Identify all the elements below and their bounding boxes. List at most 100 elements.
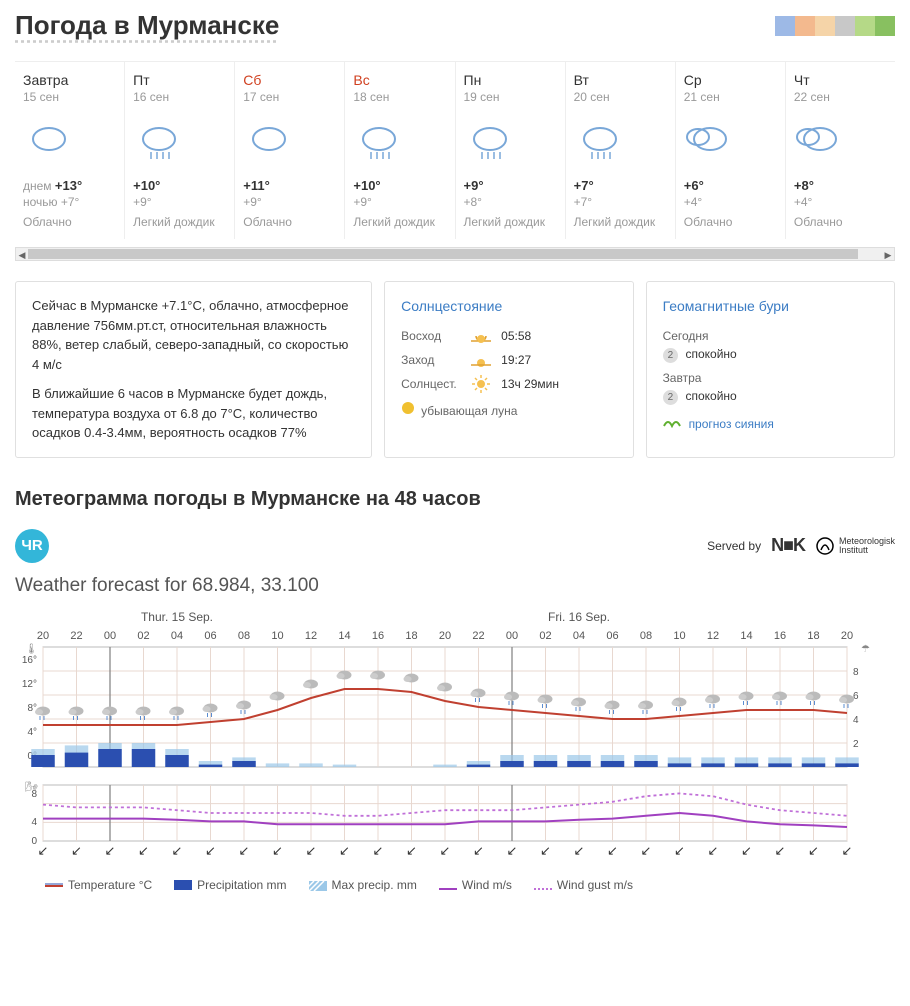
- svg-text:08: 08: [238, 630, 250, 642]
- svg-text:4: 4: [853, 715, 859, 726]
- svg-text:16°: 16°: [22, 655, 37, 666]
- svg-text:↙: ↙: [641, 843, 652, 858]
- day-name: Вт: [574, 72, 667, 88]
- scroll-thumb[interactable]: [28, 249, 858, 259]
- svg-text:↙: ↙: [473, 843, 484, 858]
- svg-text:22: 22: [70, 630, 82, 642]
- day-name: Пт: [133, 72, 226, 88]
- day-condition: Легкий дождик: [133, 215, 226, 229]
- svg-text:06: 06: [204, 630, 216, 642]
- day-col[interactable]: Чт22 сен+8°+4°Облачно: [786, 62, 895, 239]
- svg-text:04: 04: [573, 630, 585, 642]
- day-condition: Легкий дождик: [353, 215, 446, 229]
- svg-text:4: 4: [31, 817, 37, 828]
- day-date: 17 сен: [243, 90, 336, 104]
- svg-text:22: 22: [472, 630, 484, 642]
- svg-text:↙: ↙: [406, 843, 417, 858]
- meteogram-chart: Thur. 15 Sep.Fri. 16 Sep.202200020406081…: [15, 607, 895, 868]
- svg-text:6: 6: [853, 691, 859, 702]
- svg-text:↙: ↙: [205, 843, 216, 858]
- geo-today-badge: 2: [663, 348, 679, 363]
- daylength-value: 13ч 29мин: [501, 375, 559, 393]
- day-name: Пн: [464, 72, 557, 88]
- svg-text:00: 00: [104, 630, 116, 642]
- svg-text:🌬: 🌬: [25, 781, 38, 793]
- svg-text:↙: ↙: [708, 843, 719, 858]
- geomagnetic-panel: Геомагнитные бури Сегодня 2 спокойно Зав…: [646, 281, 895, 458]
- day-name: Завтра: [23, 72, 116, 88]
- aurora-forecast-link[interactable]: прогноз сияния: [663, 415, 878, 433]
- day-condition: Облачно: [243, 215, 336, 229]
- svg-text:↙: ↙: [373, 843, 384, 858]
- svg-text:8: 8: [853, 667, 859, 678]
- svg-text:18: 18: [405, 630, 417, 642]
- day-date: 21 сен: [684, 90, 777, 104]
- day-condition: Облачно: [684, 215, 777, 229]
- day-col[interactable]: Ср21 сен+6°+4°Облачно: [676, 62, 786, 239]
- sunset-icon: [469, 352, 493, 368]
- svg-text:00: 00: [506, 630, 518, 642]
- day-col[interactable]: Пт16 сен+10°+9°Легкий дождик: [125, 62, 235, 239]
- day-col[interactable]: Сб17 сен+11°+9°Облачно: [235, 62, 345, 239]
- svg-text:↙: ↙: [138, 843, 149, 858]
- day-condition: Легкий дождик: [464, 215, 557, 229]
- geo-tomorrow-badge: 2: [663, 390, 679, 405]
- day-col[interactable]: Завтра15 сенднем +13°ночью +7°Облачно: [15, 62, 125, 239]
- geo-title: Геомагнитные бури: [663, 296, 878, 317]
- sun-title: Солнцестояние: [401, 296, 616, 317]
- scroll-right-arrow[interactable]: ▶: [882, 249, 894, 261]
- sunrise-label: Восход: [401, 327, 461, 345]
- svg-text:02: 02: [539, 630, 551, 642]
- day-date: 16 сен: [133, 90, 226, 104]
- moon-icon: [401, 401, 415, 420]
- svg-text:↙: ↙: [272, 843, 283, 858]
- chart-legend: Temperature °C Precipitation mm Max prec…: [15, 878, 895, 892]
- weather-icon: [464, 116, 557, 166]
- horizontal-scrollbar[interactable]: ◀ ▶: [15, 247, 895, 261]
- svg-text:4°: 4°: [27, 727, 37, 738]
- forecast-row: Завтра15 сенднем +13°ночью +7°Облачно Пт 1…: [15, 61, 895, 239]
- moon-phase: убывающая луна: [421, 402, 517, 420]
- weather-icon: [794, 116, 887, 166]
- served-by: Served by N■K MeteorologiskInstitutt: [707, 535, 895, 556]
- svg-text:20: 20: [37, 630, 49, 642]
- svg-text:↙: ↙: [741, 843, 752, 858]
- weather-icon: [574, 116, 667, 166]
- sun-panel: Солнцестояние Восход 05:58 Заход 19:27 С…: [384, 281, 633, 458]
- now-text-2: В ближайшие 6 часов в Мурманске будет до…: [32, 384, 355, 443]
- day-date: 18 сен: [353, 90, 446, 104]
- svg-text:18: 18: [807, 630, 819, 642]
- svg-text:☂: ☂: [861, 644, 870, 655]
- weather-icon: [684, 116, 777, 166]
- chart-title: Weather forecast for 68.984, 33.100: [15, 575, 895, 597]
- svg-text:🌡: 🌡: [25, 643, 38, 655]
- scroll-left-arrow[interactable]: ◀: [16, 249, 28, 261]
- current-weather-panel: Сейчас в Мурманске +7.1°C, облачно, атмо…: [15, 281, 372, 458]
- svg-text:↙: ↙: [674, 843, 685, 858]
- svg-text:↙: ↙: [507, 843, 518, 858]
- geo-tomorrow-value: спокойно: [685, 389, 736, 403]
- sun-icon: [469, 376, 493, 392]
- svg-text:2: 2: [853, 739, 859, 750]
- svg-text:↙: ↙: [339, 843, 350, 858]
- day-col[interactable]: Пн19 сен+9°+8°Легкий дождик: [456, 62, 566, 239]
- svg-text:↙: ↙: [842, 843, 853, 858]
- svg-text:Thur. 15 Sep.: Thur. 15 Sep.: [141, 610, 213, 624]
- day-col[interactable]: Вт20 сен+7°+7°Легкий дождик: [566, 62, 676, 239]
- svg-text:12°: 12°: [22, 679, 37, 690]
- day-col[interactable]: Вс18 сен+10°+9°Легкий дождик: [345, 62, 455, 239]
- svg-text:20: 20: [439, 630, 451, 642]
- sunrise-icon: [469, 328, 493, 344]
- day-date: 22 сен: [794, 90, 887, 104]
- svg-text:↙: ↙: [574, 843, 585, 858]
- svg-text:12: 12: [707, 630, 719, 642]
- svg-text:02: 02: [137, 630, 149, 642]
- sunset-label: Заход: [401, 351, 461, 369]
- svg-text:10: 10: [673, 630, 685, 642]
- weather-icon: [133, 116, 226, 166]
- svg-text:06: 06: [606, 630, 618, 642]
- svg-text:↙: ↙: [808, 843, 819, 858]
- aurora-icon: [663, 415, 683, 433]
- svg-text:14: 14: [338, 630, 350, 642]
- sunrise-time: 05:58: [501, 327, 531, 345]
